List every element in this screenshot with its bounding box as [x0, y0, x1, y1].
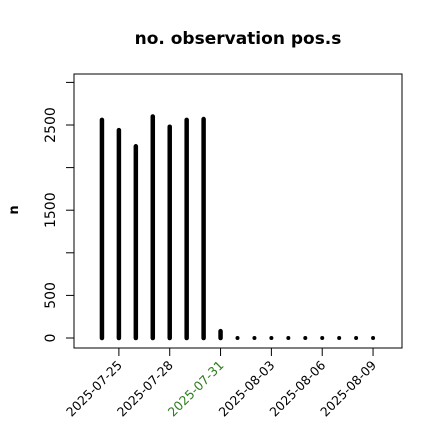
- y-tick-label: 2500: [43, 107, 59, 143]
- bar: [286, 336, 291, 340]
- y-tick-label: 0: [43, 334, 59, 343]
- y-tick-label: 1500: [43, 192, 59, 228]
- bar: [354, 336, 359, 340]
- x-axis: 2025-07-252025-07-282025-07-312025-08-03…: [63, 348, 379, 419]
- bars-group: [99, 114, 376, 341]
- y-axis-label: n: [7, 205, 22, 214]
- bar: [337, 336, 342, 340]
- bar: [269, 336, 274, 340]
- bar: [235, 336, 240, 340]
- chart-title: no. observation pos.s: [135, 29, 342, 49]
- bar: [371, 336, 376, 340]
- y-axis: 0 500 1500 2500: [43, 81, 74, 343]
- bar: [252, 336, 257, 340]
- y-tick-label: 500: [43, 282, 59, 309]
- plot-frame: [73, 73, 403, 349]
- bar: [320, 336, 325, 340]
- bar: [303, 336, 308, 340]
